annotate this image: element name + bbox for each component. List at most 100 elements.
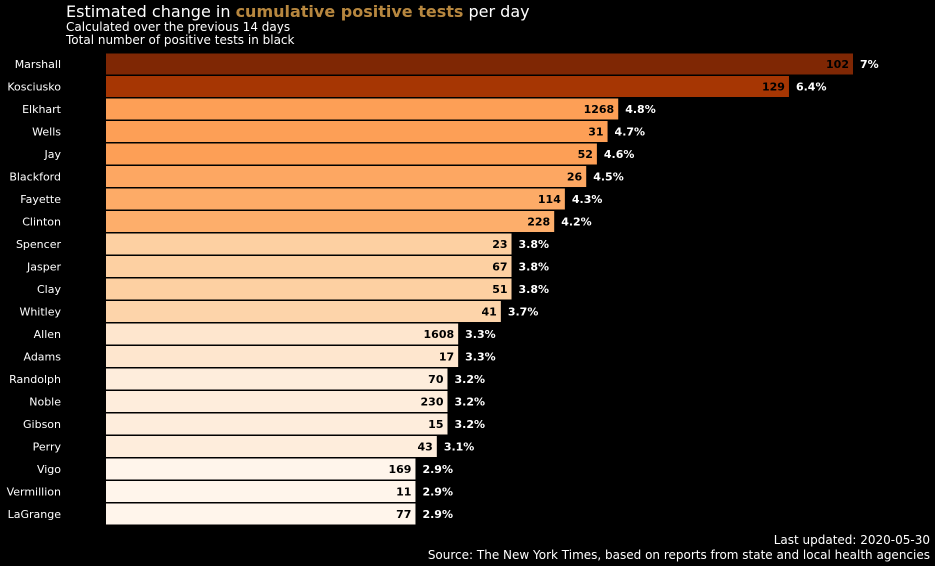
percent-label: 3.2% bbox=[454, 418, 485, 431]
bar-row: Elkhart 1268 4.8% bbox=[22, 98, 656, 120]
bar bbox=[106, 436, 437, 457]
category-label: Vermillion bbox=[7, 486, 61, 499]
category-label: LaGrange bbox=[8, 508, 62, 521]
total-label: 114 bbox=[538, 193, 561, 206]
chart-title: Estimated change in cumulative positive … bbox=[66, 2, 530, 21]
bar-row: Noble 230 3.2% bbox=[29, 391, 485, 412]
percent-label: 4.3% bbox=[572, 193, 603, 206]
bar-row: Whitley 41 3.7% bbox=[19, 301, 538, 322]
bar-row: Vermillion 11 2.9% bbox=[7, 481, 453, 502]
total-label: 52 bbox=[578, 148, 593, 161]
percent-label: 4.6% bbox=[604, 148, 635, 161]
category-label: Elkhart bbox=[22, 103, 62, 116]
percent-label: 3.8% bbox=[519, 283, 550, 296]
bar-row: Fayette 114 4.3% bbox=[20, 188, 603, 210]
category-label: Allen bbox=[34, 328, 61, 341]
category-label: Fayette bbox=[20, 193, 61, 206]
total-label: 70 bbox=[428, 373, 444, 386]
bar-row: Blackford 26 4.5% bbox=[9, 166, 624, 187]
percent-label: 4.5% bbox=[593, 171, 624, 184]
category-label: Jasper bbox=[26, 261, 61, 274]
bar-row: Perry 43 3.1% bbox=[33, 436, 475, 457]
total-label: 1608 bbox=[424, 328, 455, 341]
bar bbox=[106, 368, 448, 390]
category-label: Clay bbox=[37, 283, 61, 296]
total-label: 43 bbox=[418, 441, 433, 454]
bar bbox=[106, 503, 416, 525]
category-label: Gibson bbox=[23, 418, 61, 431]
subtitle-line-2: Total number of positive tests in black bbox=[66, 33, 295, 47]
total-label: 102 bbox=[826, 58, 849, 71]
percent-label: 4.7% bbox=[615, 126, 646, 139]
bar bbox=[106, 188, 565, 210]
bar bbox=[106, 166, 587, 187]
bar bbox=[106, 323, 459, 345]
bar-row: Allen 1608 3.3% bbox=[34, 323, 496, 345]
title-block: Estimated change in cumulative positive … bbox=[66, 2, 530, 47]
title-suffix: per day bbox=[463, 2, 530, 21]
percent-label: 4.2% bbox=[561, 216, 592, 229]
bar-row: Marshall 102 7% bbox=[15, 53, 879, 75]
category-label: Vigo bbox=[37, 463, 61, 476]
percent-label: 4.8% bbox=[625, 103, 656, 116]
bar bbox=[106, 301, 501, 322]
total-label: 1268 bbox=[584, 103, 615, 116]
bar bbox=[106, 211, 555, 232]
category-label: Whitley bbox=[19, 306, 61, 319]
bar-row: Randolph 70 3.2% bbox=[9, 368, 485, 390]
bar-row: Vigo 169 2.9% bbox=[37, 458, 453, 480]
bar bbox=[106, 278, 512, 300]
total-label: 17 bbox=[439, 351, 454, 364]
category-label: Randolph bbox=[9, 373, 61, 386]
percent-label: 3.3% bbox=[465, 328, 496, 341]
bar-row: Jasper 67 3.8% bbox=[26, 256, 549, 277]
total-label: 169 bbox=[389, 463, 412, 476]
bar bbox=[106, 346, 459, 367]
total-label: 23 bbox=[492, 238, 507, 251]
bar-row: Wells 31 4.7% bbox=[32, 121, 645, 142]
category-label: Jay bbox=[44, 148, 62, 161]
percent-label: 2.9% bbox=[422, 508, 453, 521]
percent-label: 3.2% bbox=[454, 373, 485, 386]
total-label: 129 bbox=[762, 81, 785, 94]
bar bbox=[106, 481, 416, 502]
total-label: 230 bbox=[421, 396, 444, 409]
footer: Last updated: 2020-05-30 Source: The New… bbox=[428, 533, 930, 563]
bar bbox=[106, 121, 608, 142]
bar-row: LaGrange 77 2.9% bbox=[8, 503, 453, 525]
source-note: Source: The New York Times, based on rep… bbox=[427, 548, 930, 562]
total-label: 26 bbox=[567, 171, 583, 184]
bar bbox=[106, 233, 512, 255]
category-label: Perry bbox=[33, 441, 62, 454]
total-label: 31 bbox=[588, 126, 603, 139]
bar bbox=[106, 256, 512, 277]
total-label: 15 bbox=[428, 418, 443, 431]
total-label: 51 bbox=[492, 283, 507, 296]
category-label: Kosciusko bbox=[7, 81, 61, 94]
total-label: 67 bbox=[492, 261, 507, 274]
bar bbox=[106, 53, 853, 75]
percent-label: 2.9% bbox=[422, 486, 453, 499]
category-label: Spencer bbox=[16, 238, 62, 251]
percent-label: 6.4% bbox=[796, 81, 827, 94]
total-label: 77 bbox=[396, 508, 411, 521]
bar-row: Jay 52 4.6% bbox=[44, 143, 635, 165]
total-label: 228 bbox=[527, 216, 550, 229]
title-prefix: Estimated change in bbox=[66, 2, 236, 21]
category-label: Adams bbox=[23, 351, 61, 364]
subtitle-line-1: Calculated over the previous 14 days bbox=[66, 20, 291, 34]
percent-label: 3.7% bbox=[508, 306, 539, 319]
total-label: 11 bbox=[396, 486, 411, 499]
bar-row: Clinton 228 4.2% bbox=[22, 211, 592, 232]
category-label: Marshall bbox=[15, 58, 61, 71]
percent-label: 3.1% bbox=[444, 441, 475, 454]
percent-label: 3.2% bbox=[454, 396, 485, 409]
category-label: Wells bbox=[32, 126, 61, 139]
bar bbox=[106, 458, 416, 480]
category-label: Clinton bbox=[22, 216, 61, 229]
bar-row: Spencer 23 3.8% bbox=[16, 233, 550, 255]
title-highlight: cumulative positive tests bbox=[235, 2, 464, 21]
percent-label: 3.8% bbox=[519, 238, 550, 251]
bar-row: Kosciusko 129 6.4% bbox=[7, 76, 826, 97]
